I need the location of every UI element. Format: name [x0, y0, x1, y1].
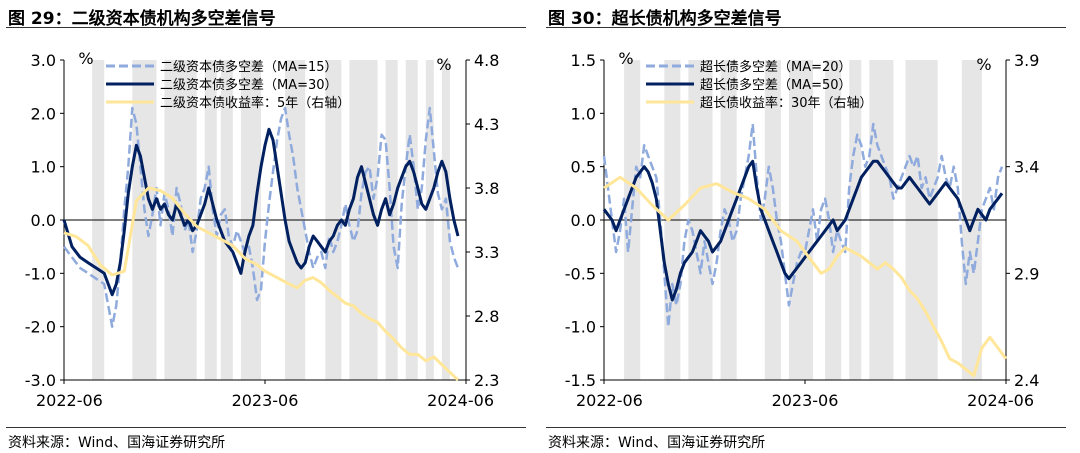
series-line [602, 122, 1004, 328]
source-rule [546, 427, 1066, 428]
y-tick-label-right: 4.8 [474, 51, 499, 70]
chart-source: 资料来源：Wind、国海证券研究所 [548, 435, 766, 451]
y-tick-label-left: -3.0 [25, 371, 56, 390]
y-tick-label-right: 3.3 [474, 243, 499, 262]
legend-label: 超长债收益率：30年（右轴） [700, 95, 873, 111]
y-tick-label-right: 3.9 [1014, 51, 1039, 70]
legend-label: 超长债多空差（MA=20） [700, 59, 852, 75]
series-line [63, 106, 460, 328]
x-tick-label: 2023-06 [772, 391, 839, 410]
left-unit-label: % [618, 49, 633, 68]
y-tick-label-right: 3.8 [474, 179, 499, 198]
y-tick-label-left: 0.0 [571, 211, 596, 230]
series-line [602, 159, 1004, 302]
chart-source: 资料来源：Wind、国海证券研究所 [8, 435, 226, 451]
series-line [603, 175, 1008, 378]
title-rule [546, 27, 1066, 28]
chart-title: 图 29：二级资本债机构多空差信号 [8, 9, 276, 29]
x-tick-label: 2022-06 [576, 391, 643, 410]
y-tick-label-right: 2.4 [1014, 371, 1039, 390]
chart-svg: 3.0 2.0 1.0 0.0 -1.0 -2.0 -3.0 4.8 4.3 3.8 3.3 2.8 2… [25, 49, 500, 410]
series-line [63, 186, 460, 382]
chart-svg: 1.5 1.0 0.5 0.0 -0.5 -1.0 -1.5 3.9 3.4 2.9 2.4% % 20… [565, 49, 1040, 410]
y-tick-label-right: 3.4 [1014, 158, 1039, 177]
x-tick-label: 2022-06 [36, 391, 103, 410]
left-unit-label: % [78, 49, 93, 68]
x-tick-label: 2024-06 [427, 391, 494, 410]
right-unit-label: % [976, 55, 991, 74]
right-unit-label: % [436, 55, 451, 74]
x-tick-label: 2023-06 [232, 391, 299, 410]
chart-panel-29: 图 29：二级资本债机构多空差信号 3.0 2.0 1.0 0.0 -1.0 -2.0 -3… [6, 0, 536, 453]
y-tick-label-left: -2.0 [25, 318, 56, 337]
y-tick-label-left: 3.0 [31, 51, 56, 70]
title-rule [6, 27, 526, 28]
y-tick-label-left: 2.0 [31, 104, 56, 123]
y-tick-label-left: 0.5 [571, 158, 596, 177]
y-tick-label-left: 1.5 [571, 51, 596, 70]
y-tick-label-left: -1.0 [565, 318, 596, 337]
y-tick-label-left: 1.0 [571, 104, 596, 123]
y-tick-label-right: 2.9 [1014, 264, 1039, 283]
chart-title: 图 30：超长债机构多空差信号 [548, 9, 782, 29]
source-rule [6, 427, 526, 428]
chart-panel-30: 图 30：超长债机构多空差信号 1.5 1.0 0.5 0.0 -0.5 -1.0 -1.5… [546, 0, 1076, 453]
y-tick-label-left: 0.0 [31, 211, 56, 230]
legend-label: 二级资本债多空差（MA=30） [160, 77, 338, 93]
y-tick-label-right: 2.3 [474, 371, 499, 390]
x-tick-label: 2024-06 [967, 391, 1034, 410]
legend-label: 二级资本债收益率：5年（右轴） [160, 95, 350, 111]
y-tick-label-left: -0.5 [565, 264, 596, 283]
y-tick-label-right: 4.3 [474, 115, 499, 134]
y-tick-label-left: 1.0 [31, 158, 56, 177]
legend-label: 超长债多空差（MA=50） [700, 77, 852, 93]
y-tick-label-left: -1.5 [565, 371, 596, 390]
y-tick-label-left: -1.0 [25, 264, 56, 283]
legend-label: 二级资本债多空差（MA=15） [160, 59, 338, 75]
y-tick-label-right: 2.8 [474, 307, 499, 326]
